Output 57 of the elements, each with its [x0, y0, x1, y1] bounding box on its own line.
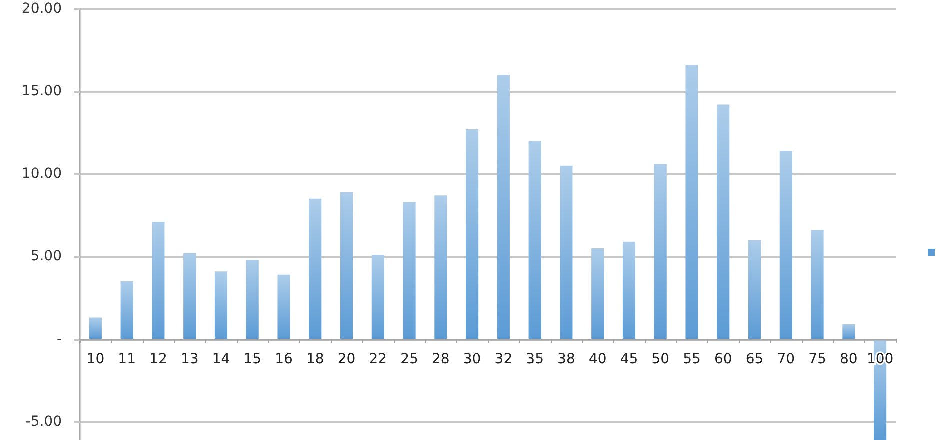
bar [497, 75, 510, 340]
y-tick-label: - [56, 331, 62, 348]
x-tick-label: 18 [306, 351, 324, 368]
x-tick-label: 15 [244, 351, 262, 368]
x-tick-label: 60 [714, 351, 732, 368]
x-tick-label: 38 [558, 351, 576, 368]
x-tick-label: 75 [808, 351, 826, 368]
bar [811, 230, 824, 340]
x-tick-label: 10 [86, 351, 105, 368]
y-tick-label: 5.00 [30, 248, 62, 265]
x-tick-label: 40 [588, 351, 607, 368]
bar [622, 242, 636, 340]
bar [184, 253, 196, 340]
bar [748, 240, 762, 340]
bar [120, 281, 134, 340]
y-tick-label: 20.00 [22, 1, 62, 17]
x-tick-label: 20 [338, 351, 356, 368]
y-tick-label: -5.00 [26, 414, 62, 430]
bar [214, 272, 228, 340]
x-tick-label: 70 [777, 351, 796, 368]
bar [152, 222, 165, 340]
bar [592, 248, 604, 340]
bar [434, 196, 448, 340]
x-tick-label: 30 [463, 351, 482, 368]
x-tick-label: 50 [652, 351, 670, 368]
bar [717, 104, 730, 340]
x-tick-label: 11 [118, 351, 136, 368]
x-tick-label: 16 [275, 351, 293, 368]
x-tick-label: 25 [400, 351, 418, 368]
bar [780, 151, 792, 340]
bar [842, 324, 856, 340]
x-tick-label: 32 [494, 351, 513, 368]
y-tick-label: 10.00 [22, 166, 62, 182]
x-tick-label: 65 [746, 351, 764, 368]
bar [686, 65, 698, 340]
bar [528, 141, 542, 340]
bar [340, 192, 354, 340]
bar [654, 164, 667, 340]
x-tick-label: 80 [840, 351, 858, 368]
bar [89, 318, 102, 340]
bar [246, 260, 259, 340]
bar [309, 198, 322, 340]
x-tick-label: 100 [866, 351, 894, 368]
x-tick-label: 55 [683, 351, 701, 368]
y-tick-label: 15.00 [22, 84, 62, 100]
bar [560, 166, 573, 340]
x-tick-label: 13 [180, 351, 199, 368]
bar [466, 130, 479, 340]
bar [278, 274, 290, 340]
x-tick-label: 45 [620, 351, 638, 368]
x-tick-label: 35 [526, 351, 544, 368]
x-tick-label: 28 [432, 351, 450, 368]
x-tick-label: 14 [212, 351, 230, 368]
bar [372, 255, 384, 340]
bar [403, 202, 416, 340]
x-tick-label: 22 [369, 351, 388, 368]
x-tick-label: 12 [150, 351, 168, 368]
